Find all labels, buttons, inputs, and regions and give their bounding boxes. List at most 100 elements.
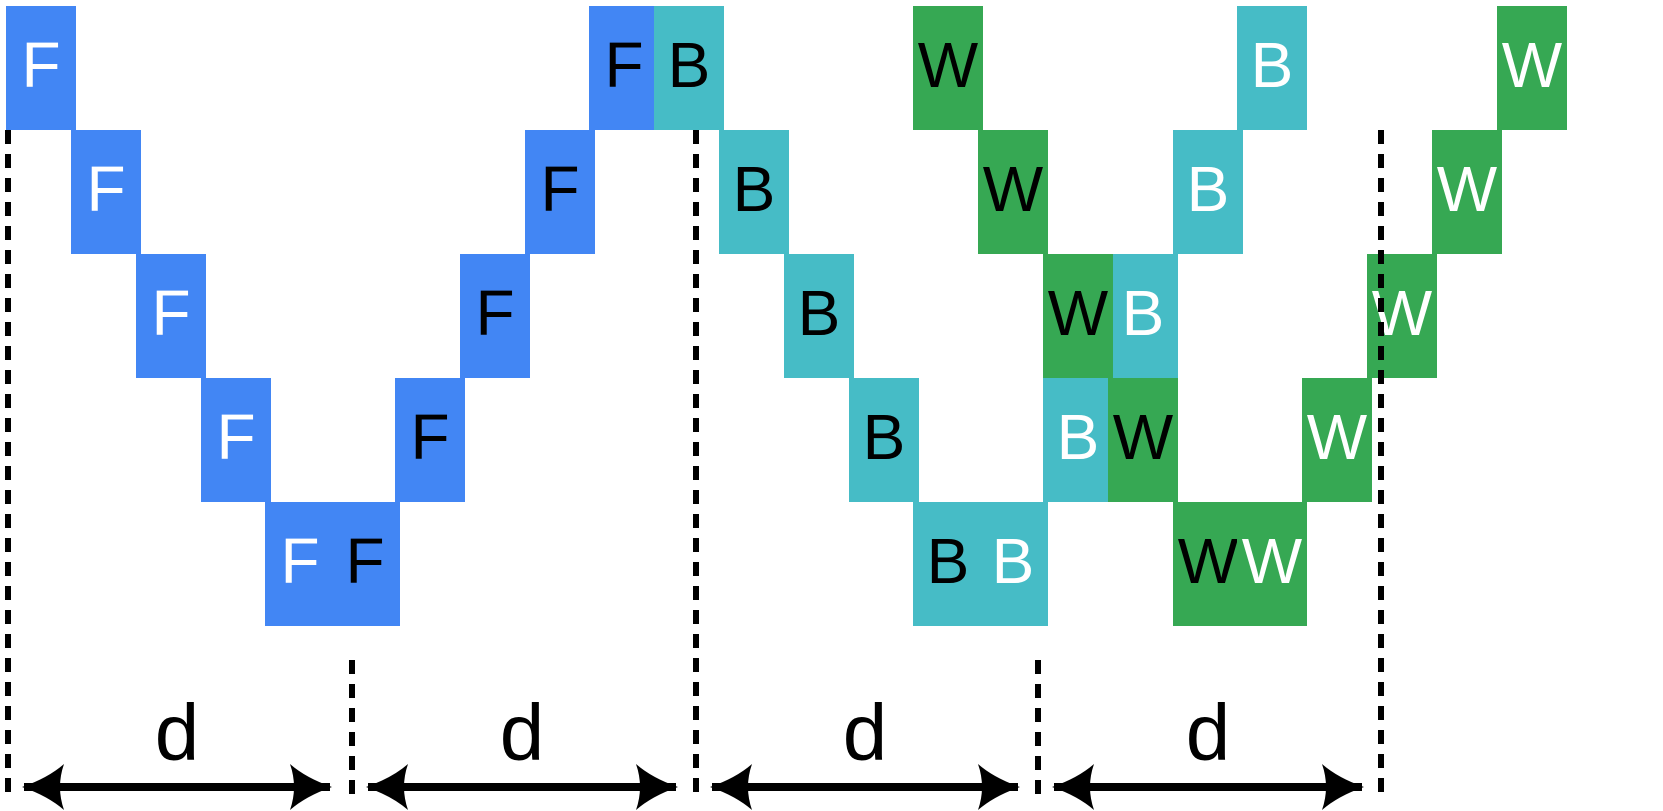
cell-block bbox=[654, 6, 724, 130]
cell-label: F bbox=[604, 29, 643, 101]
cell-block bbox=[1173, 502, 1243, 626]
cell-block bbox=[719, 130, 789, 254]
cell-w-27: W bbox=[1302, 378, 1372, 502]
cell-block bbox=[1108, 378, 1178, 502]
cell-label: F bbox=[475, 277, 514, 349]
cell-label: F bbox=[280, 525, 319, 597]
cell-b-14: B bbox=[849, 378, 919, 502]
cell-label: F bbox=[345, 525, 384, 597]
cell-f-9: F bbox=[525, 130, 595, 254]
cell-w-29: W bbox=[1432, 130, 1502, 254]
cell-label: B bbox=[992, 525, 1035, 597]
cell-block bbox=[1497, 6, 1567, 130]
cell-b-16: B bbox=[978, 502, 1048, 626]
cell-b-13: B bbox=[784, 254, 854, 378]
cell-label: W bbox=[1502, 29, 1563, 101]
span-label: d bbox=[500, 688, 545, 777]
cell-label: F bbox=[216, 401, 255, 473]
cell-block bbox=[1043, 254, 1113, 378]
cell-label: B bbox=[1251, 29, 1294, 101]
cell-b-17: B bbox=[1043, 378, 1113, 502]
span-label: d bbox=[155, 688, 200, 777]
cell-f-4: F bbox=[201, 378, 271, 502]
cell-block bbox=[913, 6, 983, 130]
cell-block bbox=[1108, 254, 1178, 378]
span-d-2: d bbox=[366, 688, 678, 810]
cell-b-15: B bbox=[913, 502, 983, 626]
cell-block bbox=[330, 502, 400, 626]
cell-block bbox=[71, 130, 141, 254]
cell-label: W bbox=[918, 29, 979, 101]
cell-block bbox=[589, 6, 659, 130]
cell-f-2: F bbox=[71, 130, 141, 254]
cell-block bbox=[525, 130, 595, 254]
cell-label: W bbox=[1372, 277, 1433, 349]
cell-label: B bbox=[1187, 153, 1230, 225]
span-d-1: d bbox=[22, 688, 332, 810]
cell-block bbox=[1173, 130, 1243, 254]
cell-b-20: B bbox=[1237, 6, 1307, 130]
guides-layer bbox=[5, 130, 1384, 800]
cell-block bbox=[1432, 130, 1502, 254]
cell-label: W bbox=[1178, 525, 1239, 597]
cell-label: F bbox=[540, 153, 579, 225]
cell-label: B bbox=[733, 153, 776, 225]
cell-w-21: W bbox=[913, 6, 983, 130]
cell-f-6: F bbox=[330, 502, 400, 626]
cell-label: W bbox=[1242, 525, 1303, 597]
cell-w-28: W bbox=[1367, 254, 1437, 378]
cell-block bbox=[1302, 378, 1372, 502]
cell-block bbox=[201, 378, 271, 502]
cell-block bbox=[265, 502, 335, 626]
cell-block bbox=[136, 254, 206, 378]
cell-w-24: W bbox=[1108, 378, 1178, 502]
cell-w-26: W bbox=[1237, 502, 1307, 626]
cell-label: F bbox=[86, 153, 125, 225]
cell-block bbox=[1237, 6, 1307, 130]
cell-label: W bbox=[1307, 401, 1368, 473]
cell-block bbox=[395, 378, 465, 502]
cell-label: F bbox=[151, 277, 190, 349]
cell-label: F bbox=[410, 401, 449, 473]
cell-b-12: B bbox=[719, 130, 789, 254]
cell-label: B bbox=[927, 525, 970, 597]
cell-block bbox=[6, 6, 76, 130]
span-d-4: d bbox=[1052, 688, 1364, 810]
cell-f-1: F bbox=[6, 6, 76, 130]
cell-label: B bbox=[863, 401, 906, 473]
cell-block bbox=[1043, 378, 1113, 502]
cell-b-18: B bbox=[1108, 254, 1178, 378]
cell-block bbox=[978, 130, 1048, 254]
cell-f-7: F bbox=[395, 378, 465, 502]
cell-w-22: W bbox=[978, 130, 1048, 254]
cell-label: B bbox=[1057, 401, 1100, 473]
cell-w-30: W bbox=[1497, 6, 1567, 130]
cell-b-19: B bbox=[1173, 130, 1243, 254]
cell-label: B bbox=[798, 277, 841, 349]
cell-block bbox=[849, 378, 919, 502]
span-d-3: d bbox=[710, 688, 1020, 810]
cell-label: W bbox=[1437, 153, 1498, 225]
cell-block bbox=[978, 502, 1048, 626]
cell-w-23: W bbox=[1043, 254, 1113, 378]
cell-label: F bbox=[21, 29, 60, 101]
cell-label: W bbox=[1048, 277, 1109, 349]
cell-f-8: F bbox=[460, 254, 530, 378]
cell-b-11: B bbox=[654, 6, 724, 130]
cell-f-10: F bbox=[589, 6, 659, 130]
cell-block bbox=[784, 254, 854, 378]
cell-label: W bbox=[983, 153, 1044, 225]
cell-w-25: W bbox=[1173, 502, 1243, 626]
cell-label: W bbox=[1113, 401, 1174, 473]
cell-f-3: F bbox=[136, 254, 206, 378]
cell-block bbox=[460, 254, 530, 378]
cell-label: B bbox=[1122, 277, 1165, 349]
span-label: d bbox=[1186, 688, 1231, 777]
cell-block bbox=[913, 502, 983, 626]
cell-block bbox=[1237, 502, 1307, 626]
span-label: d bbox=[843, 688, 888, 777]
cell-f-5: F bbox=[265, 502, 335, 626]
